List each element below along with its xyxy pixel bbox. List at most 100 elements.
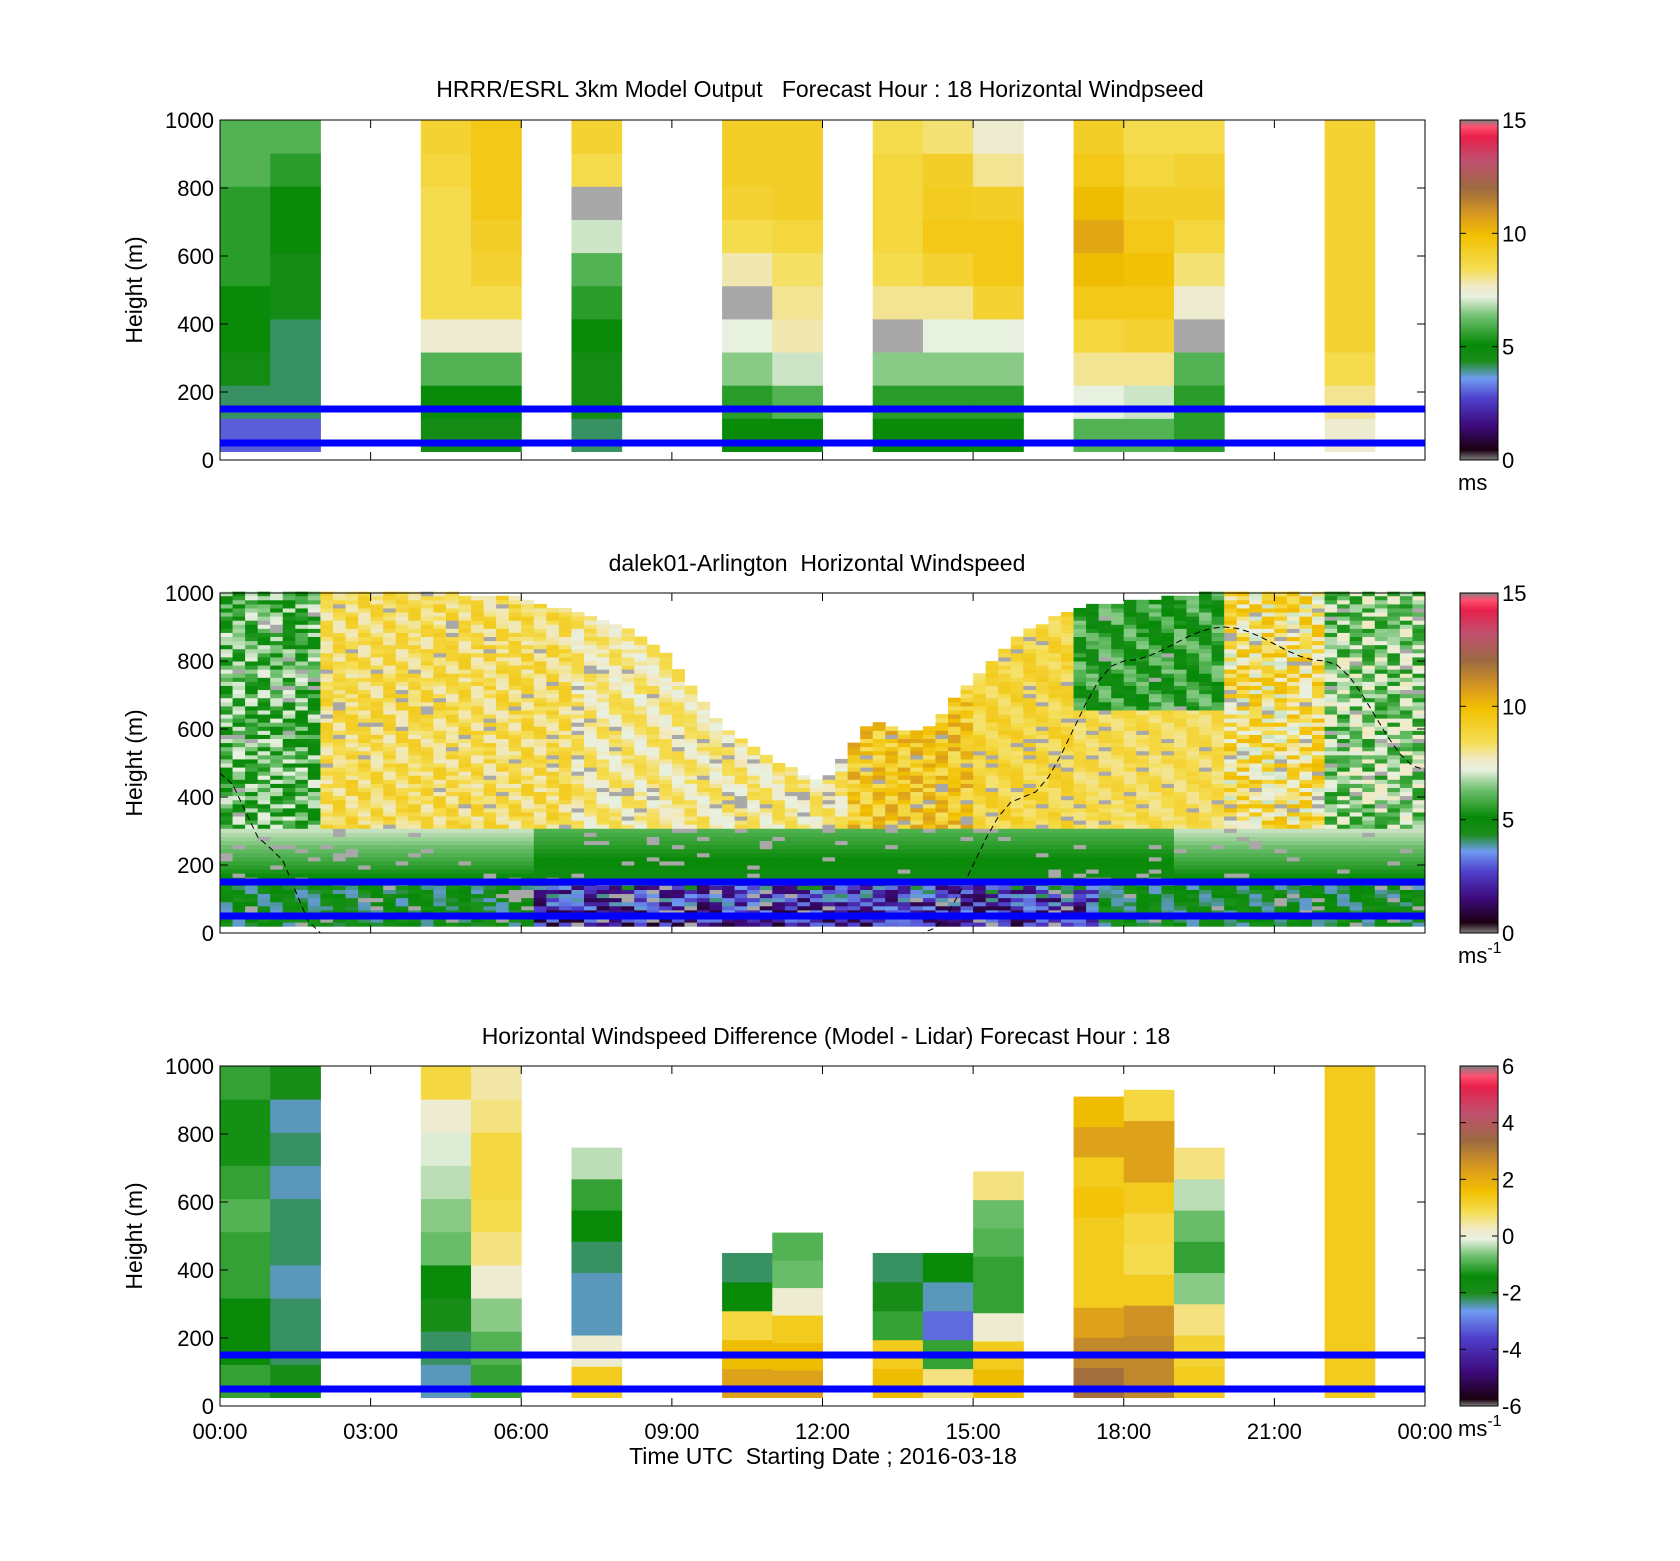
lidar-cell <box>232 905 246 911</box>
lidar-cell <box>1035 816 1049 821</box>
lidar-cell <box>320 677 334 682</box>
lidar-cell <box>408 803 422 809</box>
lidar-cell <box>232 832 246 837</box>
lidar-cell <box>584 640 598 646</box>
lidar-cell <box>307 750 321 756</box>
lidar-cell <box>1023 628 1037 633</box>
lidar-cell <box>270 893 284 899</box>
lidar-cell <box>383 779 397 784</box>
lidar-cell <box>609 636 623 642</box>
lidar-cell <box>609 661 623 666</box>
lidar-cell <box>383 722 397 727</box>
lidar-cell <box>220 893 234 899</box>
lidar-cell <box>910 820 924 825</box>
lidar-cell <box>759 873 773 878</box>
lidar-cell <box>960 705 974 711</box>
lidar-cell <box>1098 791 1112 797</box>
lidar-cell <box>571 758 585 764</box>
lidar-cell <box>508 734 522 740</box>
lidar-cell <box>847 754 861 760</box>
lidar-cell <box>307 918 321 923</box>
lidar-cell <box>609 624 623 629</box>
lidar-cell <box>935 750 949 756</box>
lidar-cell <box>696 775 711 780</box>
lidar-cell <box>998 893 1012 899</box>
lidar-cell <box>521 799 535 805</box>
lidar-cell <box>571 918 585 923</box>
lidar-cell <box>897 803 911 809</box>
lidar-cell <box>483 820 497 825</box>
lidar-cell <box>232 709 246 715</box>
lidar-cell <box>973 750 987 756</box>
lidar-cell <box>320 783 334 788</box>
lidar-cell <box>496 750 510 756</box>
lidar-cell <box>521 652 535 658</box>
lidar-cell <box>232 595 246 601</box>
lidar-cell <box>772 889 786 895</box>
model-cell <box>471 153 522 187</box>
lidar-cell <box>684 726 698 731</box>
lidar-cell <box>220 873 234 878</box>
lidar-cell <box>1086 885 1100 890</box>
lidar-cell <box>885 738 899 744</box>
lidar-cell <box>295 652 309 658</box>
lidar-cell <box>822 820 836 825</box>
lidar-cell <box>747 836 761 842</box>
lidar-cell <box>220 836 234 842</box>
lidar-cell <box>1086 669 1100 674</box>
lidar-cell <box>257 628 271 633</box>
lidar-cell <box>910 889 924 895</box>
lidar-cell <box>621 807 635 813</box>
lidar-cell <box>508 865 522 870</box>
lidar-cell <box>370 775 384 780</box>
lidar-cell <box>508 595 522 601</box>
lidar-cell <box>383 922 397 927</box>
lidar-cell <box>1086 677 1100 682</box>
lidar-cell <box>558 652 572 658</box>
lidar-cell <box>471 807 485 813</box>
lidar-cell <box>1023 807 1037 813</box>
lidar-cell <box>245 624 259 629</box>
lidar-cell <box>609 656 623 662</box>
lidar-cell <box>584 852 598 858</box>
lidar-cell <box>872 848 886 854</box>
lidar-cell <box>245 730 259 735</box>
lidar-cell <box>860 820 874 825</box>
lidar-cell <box>659 701 673 707</box>
lidar-cell <box>433 718 447 723</box>
lidar-cell <box>521 758 535 764</box>
lidar-cell <box>383 620 397 625</box>
lidar-cell <box>822 779 836 784</box>
lidar-cell <box>546 620 560 625</box>
lidar-cell <box>320 607 334 613</box>
lidar-cell <box>445 681 459 686</box>
lidar-cell <box>295 885 309 890</box>
lidar-cell <box>621 665 635 670</box>
lidar-cell <box>245 742 259 748</box>
lidar-cell <box>383 599 397 605</box>
lidar-cell <box>734 799 748 805</box>
lidar-cell <box>621 885 635 890</box>
lidar-cell <box>445 644 459 650</box>
lidar-cell <box>960 897 974 903</box>
lidar-cell <box>772 816 786 821</box>
lidar-cell <box>609 848 623 854</box>
lidar-cell <box>835 836 849 842</box>
lidar-cell <box>320 905 334 911</box>
lidar-cell <box>784 844 798 850</box>
lidar-cell <box>282 603 296 609</box>
y-tick-label: 200 <box>177 380 214 405</box>
lidar-cell <box>621 632 635 638</box>
lidar-cell <box>496 848 510 854</box>
lidar-cell <box>935 820 949 825</box>
lidar-cell <box>609 787 623 793</box>
lidar-cell <box>646 746 660 752</box>
lidar-cell <box>948 828 962 833</box>
lidar-cell <box>458 746 472 752</box>
lidar-cell <box>596 869 610 874</box>
lidar-cell <box>584 905 598 911</box>
lidar-cell <box>784 828 798 833</box>
model-cell <box>872 385 924 419</box>
lidar-cell <box>998 799 1012 805</box>
lidar-cell <box>232 836 246 842</box>
